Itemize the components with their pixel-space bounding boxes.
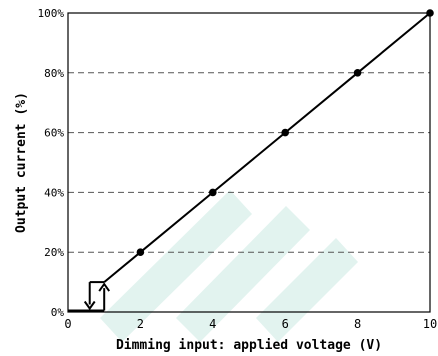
x-tick-label: 6: [282, 317, 289, 331]
x-tick-label: 10: [423, 317, 437, 331]
y-tick-label: 100%: [38, 7, 65, 20]
y-tick-label: 20%: [44, 246, 64, 259]
watermark-stripe-1: [100, 190, 252, 342]
up-arrow-icon: [98, 282, 111, 292]
series-line: [103, 12, 431, 283]
y-tick-labels: 0% 20% 40% 60% 80% 100%: [38, 7, 65, 319]
y-tick-label: 80%: [44, 67, 64, 80]
x-tick-label: 2: [137, 317, 144, 331]
x-tick-label: 0: [64, 317, 71, 331]
hysteresis-marker: [68, 281, 111, 312]
data-point: [353, 69, 362, 77]
data-point: [209, 188, 217, 197]
down-arrow-icon: [83, 300, 96, 311]
y-tick-label: 0%: [51, 306, 65, 319]
x-tick-labels: 0 2 4 6 8 10: [64, 317, 437, 331]
series: [103, 9, 434, 283]
y-axis-title: Output current (%): [14, 92, 29, 233]
plot-frame: [67, 12, 431, 313]
x-axis-title: Dimming input: applied voltage (V): [116, 338, 382, 353]
watermark-stripe-3: [256, 238, 358, 342]
watermark: [100, 190, 358, 342]
y-tick-label: 40%: [44, 186, 64, 199]
y-tick-label: 60%: [44, 127, 64, 140]
x-tick-label: 8: [354, 317, 361, 331]
grid-lines: [68, 72, 430, 253]
data-point: [281, 128, 290, 137]
x-tick-label: 4: [209, 317, 216, 331]
data-point: [426, 9, 434, 17]
data-point: [136, 248, 145, 256]
watermark-stripe-2: [176, 206, 310, 342]
